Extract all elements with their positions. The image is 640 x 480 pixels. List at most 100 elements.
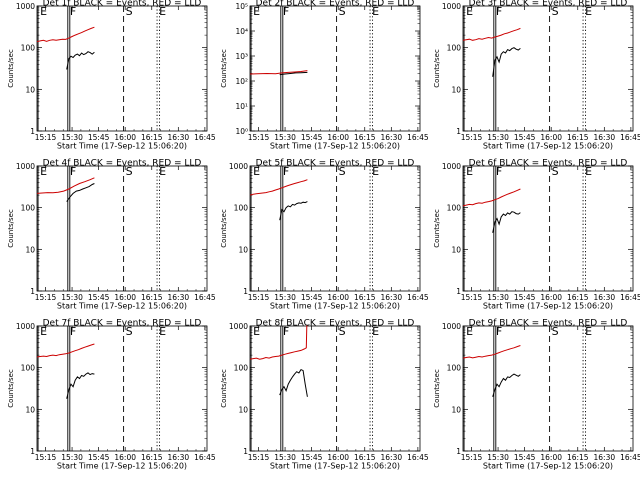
marker-label: S xyxy=(552,325,559,338)
x-axis-label: Start Time (17-Sep-12 15:06:20) xyxy=(483,302,613,311)
plot-frame xyxy=(249,325,421,452)
series-line-lld xyxy=(249,325,308,360)
x-tick-label: 16:45 xyxy=(194,133,216,142)
x-tick-label: 16:15 xyxy=(354,133,376,142)
x-tick-label: 16:45 xyxy=(407,133,429,142)
x-tick-label: 16:00 xyxy=(114,133,136,142)
series-line-events xyxy=(279,71,308,76)
marker-label: F xyxy=(283,5,289,18)
x-axis-label: Start Time (17-Sep-12 15:06:20) xyxy=(270,142,400,151)
chart-panel-9: Det 9f BLACK = Events, RED = LLD 1 10 100 10… xyxy=(433,319,640,471)
y-tick-label: 10 xyxy=(238,245,248,254)
x-tick-label: 15:15 xyxy=(248,453,270,462)
y-axis-label: Counts/sec xyxy=(433,49,441,88)
marker-label: E xyxy=(466,165,473,178)
x-tick-label: 16:30 xyxy=(381,293,403,302)
marker-label: E xyxy=(40,325,47,338)
panel-title: Det 6f BLACK = Events, RED = LLD xyxy=(469,159,628,169)
y-tick-label: 10³ xyxy=(235,52,248,61)
y-tick-label: 1 xyxy=(456,447,461,456)
y-axis-label: Counts/sec xyxy=(433,209,441,248)
marker-label: E xyxy=(372,325,379,338)
marker-label: E xyxy=(585,5,592,18)
chart-panel-3: Det 3f BLACK = Events, RED = LLD 1 10 100 10… xyxy=(433,0,640,151)
x-tick-label: 15:15 xyxy=(248,293,270,302)
marker-label: E xyxy=(159,165,166,178)
panel-title: Det 1f BLACK = Events, RED = LLD xyxy=(43,0,202,9)
y-axis-label: Counts/sec xyxy=(220,209,228,248)
series-line-events xyxy=(492,47,521,77)
panel-title: Det 9f BLACK = Events, RED = LLD xyxy=(469,319,628,329)
x-tick-label: 16:30 xyxy=(381,133,403,142)
x-axis-label: Start Time (17-Sep-12 15:06:20) xyxy=(270,302,400,311)
marker-label: E xyxy=(585,165,592,178)
chart-panel-8: Det 8f BLACK = Events, RED = LLD 1 10 100 10… xyxy=(220,319,429,471)
marker-label: S xyxy=(339,165,346,178)
chart-panel-4: Det 4f BLACK = Events, RED = LLD 1 10 100 10… xyxy=(7,159,216,311)
y-tick-label: 10 xyxy=(238,405,248,414)
x-tick-label: 15:30 xyxy=(61,293,83,302)
plot-frame xyxy=(36,325,208,452)
x-tick-label: 15:45 xyxy=(88,133,110,142)
marker-label: E xyxy=(40,165,47,178)
x-tick-label: 16:45 xyxy=(620,293,640,302)
marker-label: E xyxy=(159,5,166,18)
x-tick-label: 16:45 xyxy=(620,453,640,462)
series-line-lld xyxy=(36,177,95,194)
y-tick-label: 100 xyxy=(21,44,36,53)
x-axis-label: Start Time (17-Sep-12 15:06:20) xyxy=(270,462,400,471)
x-tick-label: 15:45 xyxy=(88,453,110,462)
panel-title: Det 4f BLACK = Events, RED = LLD xyxy=(43,159,202,169)
x-tick-label: 15:30 xyxy=(274,453,296,462)
marker-label: E xyxy=(159,325,166,338)
series-line-events xyxy=(492,373,521,397)
marker-label: F xyxy=(283,165,289,178)
marker-label: F xyxy=(70,325,76,338)
y-tick-label: 1000 xyxy=(16,2,35,11)
x-tick-label: 16:30 xyxy=(594,453,616,462)
plot-frame xyxy=(249,165,421,292)
series-line-events xyxy=(279,368,308,397)
y-tick-label: 100 xyxy=(234,364,249,373)
panel-title: Det 3f BLACK = Events, RED = LLD xyxy=(469,0,628,9)
y-tick-label: 10 xyxy=(25,245,35,254)
marker-label: E xyxy=(40,5,47,18)
marker-label: S xyxy=(126,165,133,178)
chart-panel-7: Det 7f BLACK = Events, RED = LLD 1 10 100 10… xyxy=(7,319,216,471)
series-line-lld xyxy=(36,26,95,43)
x-tick-label: 15:30 xyxy=(274,133,296,142)
series-line-lld xyxy=(462,27,521,41)
y-tick-label: 1 xyxy=(30,127,35,136)
y-tick-label: 100 xyxy=(234,204,249,213)
x-tick-label: 16:30 xyxy=(594,133,616,142)
x-tick-label: 16:45 xyxy=(194,453,216,462)
marker-label: S xyxy=(552,5,559,18)
x-tick-label: 16:15 xyxy=(141,133,163,142)
y-axis-label: Counts/sec xyxy=(433,369,441,408)
chart-panel-5: Det 5f BLACK = Events, RED = LLD 1 10 100 10… xyxy=(220,159,429,311)
y-axis-label: Counts/sec xyxy=(220,49,228,88)
y-tick-label: 1 xyxy=(243,287,248,296)
y-tick-label: 1 xyxy=(243,447,248,456)
x-tick-label: 16:00 xyxy=(114,453,136,462)
plot-frame xyxy=(462,5,634,132)
x-tick-label: 15:45 xyxy=(514,133,536,142)
panel-title: Det 2f BLACK = Events, RED = LLD xyxy=(256,0,415,9)
y-tick-label: 1 xyxy=(30,287,35,296)
marker-label: S xyxy=(339,325,346,338)
marker-label: E xyxy=(253,5,260,18)
x-tick-label: 15:30 xyxy=(274,293,296,302)
x-tick-label: 16:00 xyxy=(327,453,349,462)
marker-label: F xyxy=(283,325,289,338)
x-tick-label: 15:30 xyxy=(487,133,509,142)
y-tick-label: 1000 xyxy=(442,2,461,11)
x-tick-label: 16:15 xyxy=(354,453,376,462)
x-tick-label: 16:15 xyxy=(567,293,589,302)
y-tick-label: 10 xyxy=(25,85,35,94)
x-tick-label: 16:30 xyxy=(594,293,616,302)
x-axis-label: Start Time (17-Sep-12 15:06:20) xyxy=(57,462,187,471)
series-line-events xyxy=(279,201,308,221)
panel-title: Det 7f BLACK = Events, RED = LLD xyxy=(43,319,202,329)
marker-label: E xyxy=(585,325,592,338)
x-tick-label: 15:45 xyxy=(514,453,536,462)
